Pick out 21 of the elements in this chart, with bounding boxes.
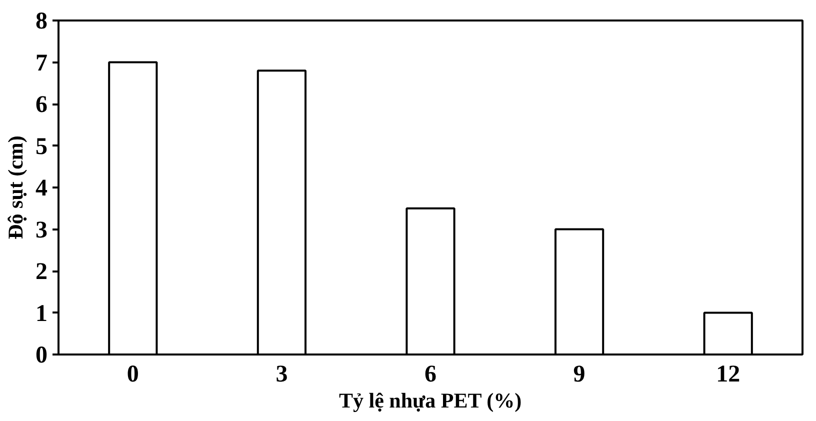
x-axis-title: Tỷ lệ nhựa PET (%) xyxy=(339,388,522,412)
x-tick-label: 6 xyxy=(424,362,436,388)
y-axis-title: Độ sụt (cm) xyxy=(4,136,28,240)
y-tick-label: 6 xyxy=(36,92,48,118)
y-tick-label: 7 xyxy=(36,50,48,76)
x-tick-label: 0 xyxy=(126,362,139,388)
y-tick-label: 8 xyxy=(36,8,48,34)
x-tick-label: 9 xyxy=(573,362,586,388)
y-tick-label: 3 xyxy=(36,217,48,244)
bar xyxy=(554,228,604,354)
y-tick-label: 4 xyxy=(36,176,48,202)
y-tick-label: 0 xyxy=(36,342,48,368)
bar xyxy=(406,207,456,354)
x-tick-label: 12 xyxy=(716,362,740,388)
y-tick-label: 2 xyxy=(36,259,48,285)
bar xyxy=(108,61,158,354)
x-tick-label: 3 xyxy=(276,362,288,388)
y-tick-label: 1 xyxy=(36,300,48,327)
bar xyxy=(703,312,753,354)
y-tick-label: 5 xyxy=(36,134,48,160)
bar xyxy=(256,70,307,354)
